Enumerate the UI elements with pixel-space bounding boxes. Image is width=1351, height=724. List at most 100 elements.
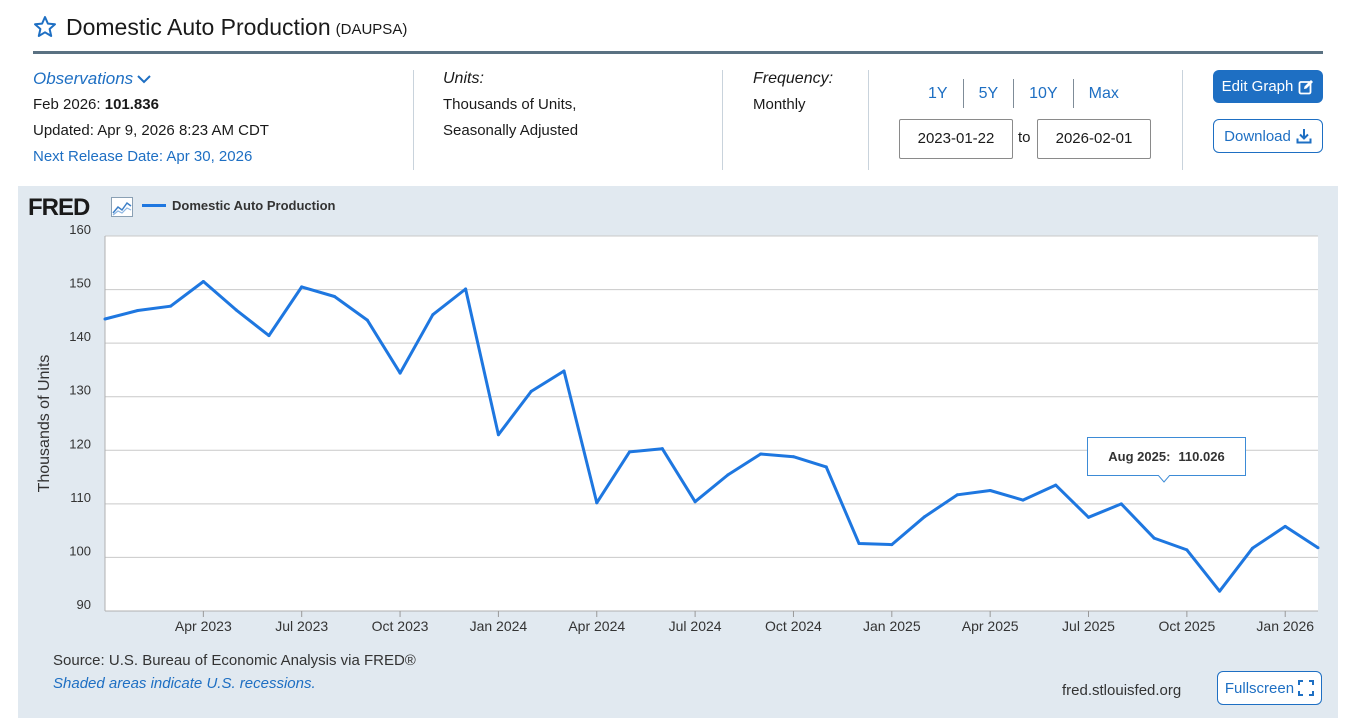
data-point	[1185, 548, 1189, 552]
data-point	[267, 334, 271, 338]
data-point	[562, 369, 566, 373]
y-tick-label: 120	[69, 436, 91, 451]
legend-swatch	[142, 204, 166, 207]
observations-label: Observations	[33, 69, 134, 88]
fullscreen-button[interactable]: Fullscreen	[1217, 671, 1322, 705]
range-10y-button[interactable]: 10Y	[1014, 79, 1074, 108]
data-point	[824, 465, 828, 469]
frequency-panel: Frequency: Monthly	[753, 66, 833, 118]
download-label: Download	[1224, 127, 1291, 145]
data-point	[1119, 502, 1123, 506]
series-id: (DAUPSA)	[335, 21, 408, 38]
data-point	[169, 304, 173, 308]
data-point	[726, 473, 730, 477]
data-point	[1021, 498, 1025, 502]
download-button[interactable]: Download	[1213, 119, 1323, 153]
y-tick-label: 140	[69, 329, 91, 344]
data-point	[398, 371, 402, 375]
data-point	[496, 433, 500, 437]
data-point	[300, 285, 304, 289]
y-tick-label: 100	[69, 543, 91, 558]
x-tick-label: Apr 2024	[568, 618, 625, 634]
edit-icon	[1298, 79, 1314, 94]
title-divider	[33, 51, 1323, 54]
title-row: Domestic Auto Production (DAUPSA)	[33, 12, 407, 42]
data-point	[693, 500, 697, 504]
x-tick-label: Jul 2023	[275, 618, 328, 634]
tooltip-arrow	[1158, 475, 1170, 483]
data-point	[923, 515, 927, 519]
y-axis-label: Thousands of Units	[36, 355, 53, 493]
updated-text: Updated: Apr 9, 2026 8:23 AM CDT	[33, 122, 269, 139]
latest-value: 101.836	[104, 96, 159, 113]
frequency-value: Monthly	[753, 96, 806, 113]
line-chart-icon	[111, 197, 133, 217]
range-1y-button[interactable]: 1Y	[913, 79, 964, 108]
data-point	[529, 389, 533, 393]
fred-logo[interactable]: FRED	[28, 194, 90, 221]
data-point	[136, 308, 140, 312]
frequency-label: Frequency:	[753, 70, 834, 87]
x-tick-label: Apr 2025	[962, 618, 1019, 634]
latest-observation: Feb 2026: 101.836	[33, 92, 269, 118]
data-point	[890, 543, 894, 547]
x-tick-label: Jan 2026	[1256, 618, 1314, 634]
units-label: Units:	[443, 70, 484, 87]
x-tick-label: Oct 2025	[1158, 618, 1215, 634]
page-title: Domestic Auto Production	[66, 13, 331, 40]
data-point	[660, 447, 664, 451]
data-point	[1218, 589, 1222, 593]
data-point	[857, 542, 861, 545]
chart-panel: FRED Domestic Auto Production 90 100 110 12…	[18, 186, 1338, 718]
units-panel: Units: Thousands of Units, Seasonally Ad…	[443, 66, 578, 144]
data-point	[1087, 515, 1091, 519]
edit-graph-button[interactable]: Edit Graph	[1213, 70, 1323, 103]
end-date-input[interactable]: 2026-02-01	[1037, 119, 1151, 159]
series-line	[104, 280, 1319, 593]
fred-url: fred.stlouisfed.org	[1062, 682, 1182, 699]
star-icon[interactable]	[33, 15, 57, 39]
data-point	[103, 317, 107, 321]
next-release-link[interactable]: Next Release Date: Apr 30, 2026	[33, 148, 253, 165]
x-tick-label: Jul 2025	[1062, 618, 1115, 634]
range-max-button[interactable]: Max	[1088, 85, 1119, 102]
start-date-input[interactable]: 2023-01-22	[899, 119, 1013, 159]
x-tick-label: Apr 2023	[175, 618, 232, 634]
recession-link[interactable]: Shaded areas indicate U.S. recessions.	[53, 675, 316, 692]
fullscreen-label: Fullscreen	[1224, 679, 1295, 697]
y-tick-label: 90	[77, 597, 91, 612]
y-tick-label: 160	[69, 222, 91, 237]
data-point	[988, 488, 992, 492]
range-buttons: 1Y 5Y 10Y Max	[913, 79, 1134, 108]
data-point	[1250, 546, 1254, 550]
divider	[868, 70, 869, 170]
data-point	[1054, 483, 1058, 487]
y-tick-label: 150	[69, 276, 91, 291]
data-point	[1283, 524, 1287, 528]
chevron-down-icon	[137, 75, 151, 84]
x-tick-label: Jan 2024	[470, 618, 528, 634]
data-point	[628, 450, 632, 454]
x-tick-label: Oct 2024	[765, 618, 822, 634]
data-point	[234, 308, 238, 312]
data-point	[759, 452, 763, 456]
data-point	[201, 280, 205, 284]
data-point	[1152, 536, 1156, 540]
chart-tooltip: Aug 2025: 110.026	[1087, 437, 1246, 476]
line-chart: 90 100 110 120 130 140 150 160 Apr 2023 Jul 2023 O…	[36, 222, 1320, 634]
x-tick-label: Oct 2023	[372, 618, 429, 634]
download-icon	[1296, 129, 1312, 144]
plot-area	[105, 236, 1318, 611]
x-tick-label: Jan 2025	[863, 618, 921, 634]
edit-graph-label: Edit Graph	[1221, 78, 1294, 95]
observations-dropdown[interactable]: Observations	[33, 66, 269, 92]
x-tick-label: Jul 2024	[669, 618, 722, 634]
legend-label: Domestic Auto Production	[172, 198, 336, 213]
range-5y-button[interactable]: 5Y	[964, 79, 1015, 108]
data-point	[365, 318, 369, 322]
source-text: Source: U.S. Bureau of Economic Analysis…	[53, 652, 416, 669]
tooltip-label: Aug 2025:	[1108, 449, 1171, 464]
divider	[1182, 70, 1183, 170]
data-point	[332, 295, 336, 299]
units-line1: Thousands of Units,	[443, 96, 577, 113]
